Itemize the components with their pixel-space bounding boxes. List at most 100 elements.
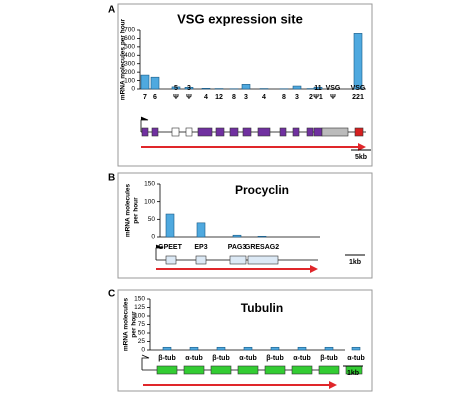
y-axis-label: per hour xyxy=(131,311,138,338)
gene-label: β-tub xyxy=(212,355,230,362)
y-tick-label: 25 xyxy=(138,338,146,345)
gene-label: 8 xyxy=(232,94,236,101)
y-tick-label: 75 xyxy=(138,321,146,328)
gene-box xyxy=(197,127,213,137)
gene-box xyxy=(237,365,259,375)
bar xyxy=(232,234,242,238)
gene-box xyxy=(313,127,323,137)
gene-box xyxy=(279,127,287,137)
y-tick-label: 600 xyxy=(124,35,135,42)
y-tick-label: 500 xyxy=(124,44,135,51)
gene-box xyxy=(229,255,247,265)
gene-box xyxy=(229,127,239,137)
gene-box xyxy=(242,127,252,137)
bar xyxy=(216,346,226,351)
bar xyxy=(313,87,323,90)
gene-label: EP3 xyxy=(194,244,207,251)
y-tick-label: 0 xyxy=(131,86,135,93)
chart-title: Tubulin xyxy=(241,301,283,315)
promoter xyxy=(155,244,164,260)
gene-box xyxy=(165,255,177,265)
gene-box xyxy=(183,365,205,375)
bar xyxy=(162,346,172,351)
gene-label: 4 xyxy=(262,94,266,101)
gene-label: 7 xyxy=(143,94,147,101)
gene-label: 4 xyxy=(204,94,208,101)
bar xyxy=(150,76,160,90)
gene-label: GPEET xyxy=(158,244,182,251)
gene-box xyxy=(156,365,178,375)
bar xyxy=(297,346,307,351)
y-tick-label: 400 xyxy=(124,52,135,59)
transcript-arrowhead xyxy=(310,265,318,273)
scale-label: 5kb xyxy=(355,154,367,161)
gene-label: Ψ xyxy=(186,94,192,101)
bar xyxy=(189,346,199,351)
y-axis-label: mRNA molecules per hour xyxy=(120,18,127,100)
y-tick-label: 50 xyxy=(148,216,156,223)
y-tick-label: 700 xyxy=(124,27,135,34)
bar xyxy=(257,235,267,238)
gene-label: 11 xyxy=(314,85,322,92)
panel-frame xyxy=(117,3,373,167)
y-tick-label: 125 xyxy=(134,304,145,311)
gene-label: α-tub xyxy=(239,355,257,362)
bar xyxy=(324,346,334,351)
gene-label: Ψ xyxy=(330,94,336,101)
transcript-arrowhead xyxy=(329,381,337,389)
y-axis-label: mRNA molecules xyxy=(123,298,130,352)
gene-box xyxy=(195,255,207,265)
y-axis-label: mRNA molecules xyxy=(125,184,132,238)
bar xyxy=(243,346,253,351)
gene-box xyxy=(210,365,232,375)
gene-label: 6 xyxy=(153,94,157,101)
gene-label: Ψ xyxy=(173,94,179,101)
gene-box xyxy=(318,365,340,375)
y-tick-label: 0 xyxy=(141,347,145,354)
gene-label: VSG xyxy=(351,85,366,92)
y-tick-label: 150 xyxy=(144,181,155,188)
gene-label: Ψ1 xyxy=(313,94,323,101)
gene-box xyxy=(354,127,364,137)
gene-label: 3 xyxy=(295,94,299,101)
gene-box xyxy=(257,127,271,137)
gene-box xyxy=(291,365,313,375)
gene-label: 221 xyxy=(352,94,364,101)
bar xyxy=(184,87,194,90)
y-tick-label: 300 xyxy=(124,60,135,67)
bar xyxy=(270,346,280,351)
chart-title: Procyclin xyxy=(235,183,289,197)
panel-frame xyxy=(117,172,373,279)
gene-label: β-tub xyxy=(320,355,338,362)
gene-label: VSG xyxy=(326,85,341,92)
bar xyxy=(353,33,363,90)
gene-label: α-tub xyxy=(347,355,365,362)
gene-label: 3 xyxy=(187,85,191,92)
gene-label: β-tub xyxy=(266,355,284,362)
gene-label: 8 xyxy=(282,94,286,101)
gene-box xyxy=(141,127,149,137)
gene-label: GRESAG2 xyxy=(245,244,279,251)
panel-letter: A xyxy=(108,5,115,16)
promoter xyxy=(141,354,150,370)
bar xyxy=(241,84,251,90)
gene-label: PAG3 xyxy=(228,244,247,251)
y-axis-label: per hour xyxy=(133,197,140,224)
panel-frame xyxy=(117,289,373,392)
bar xyxy=(292,85,302,90)
gene-box xyxy=(306,127,314,137)
gene-label: 2 xyxy=(309,94,313,101)
gene-label: 5 xyxy=(174,85,178,92)
y-tick-label: 200 xyxy=(124,69,135,76)
gene-box xyxy=(151,127,159,137)
gene-box xyxy=(215,127,225,137)
bar xyxy=(351,346,361,351)
y-tick-label: 0 xyxy=(151,234,155,241)
y-tick-label: 100 xyxy=(134,313,145,320)
y-tick-label: 100 xyxy=(124,77,135,84)
scale-label: 1kb xyxy=(349,259,361,266)
y-tick-label: 150 xyxy=(134,296,145,303)
gene-label: 12 xyxy=(215,94,223,101)
bar xyxy=(196,222,206,238)
